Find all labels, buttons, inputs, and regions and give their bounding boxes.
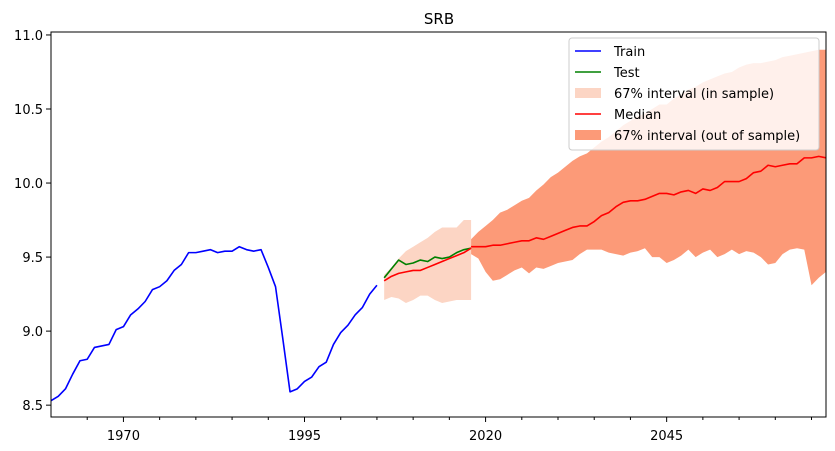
legend-label-train: Train xyxy=(613,45,645,60)
legend-label-interval_out: 67% interval (out of sample) xyxy=(614,129,800,144)
legend-label-median: Median xyxy=(614,108,661,123)
x-tick-label: 2045 xyxy=(650,429,683,444)
y-tick-label: 9.5 xyxy=(22,251,43,266)
legend: Train Test 67% interval (in sample) Median 6… xyxy=(568,37,820,151)
y-tick-label: 8.5 xyxy=(22,399,43,414)
y-tick-label: 10.0 xyxy=(14,177,43,192)
median-out-of-sample-line xyxy=(471,155,826,248)
median-in-sample-line xyxy=(383,247,472,282)
x-tick-label: 1970 xyxy=(107,429,140,444)
test-series-line xyxy=(383,247,472,279)
x-tick-label: 1995 xyxy=(288,429,321,444)
legend-swatch-interval_out xyxy=(575,130,601,140)
legend-box xyxy=(568,37,820,151)
axes: 1970 1995 2020 2045 8.5 9.0 9.5 10.0 10.5 11.0 xyxy=(14,29,827,444)
legend-label-interval_in: 67% interval (in sample) xyxy=(614,87,774,102)
chart-title: SRB xyxy=(424,10,454,28)
legend-label-test: Test xyxy=(613,66,640,81)
train-series-line xyxy=(51,245,378,402)
x-tick-label: 2020 xyxy=(469,429,502,444)
legend-swatch-interval_in xyxy=(575,88,601,98)
y-tick-label: 10.5 xyxy=(14,103,43,118)
y-tick-label: 9.0 xyxy=(22,325,43,340)
plot-frame xyxy=(50,31,827,418)
y-tick-label: 11.0 xyxy=(14,29,43,44)
